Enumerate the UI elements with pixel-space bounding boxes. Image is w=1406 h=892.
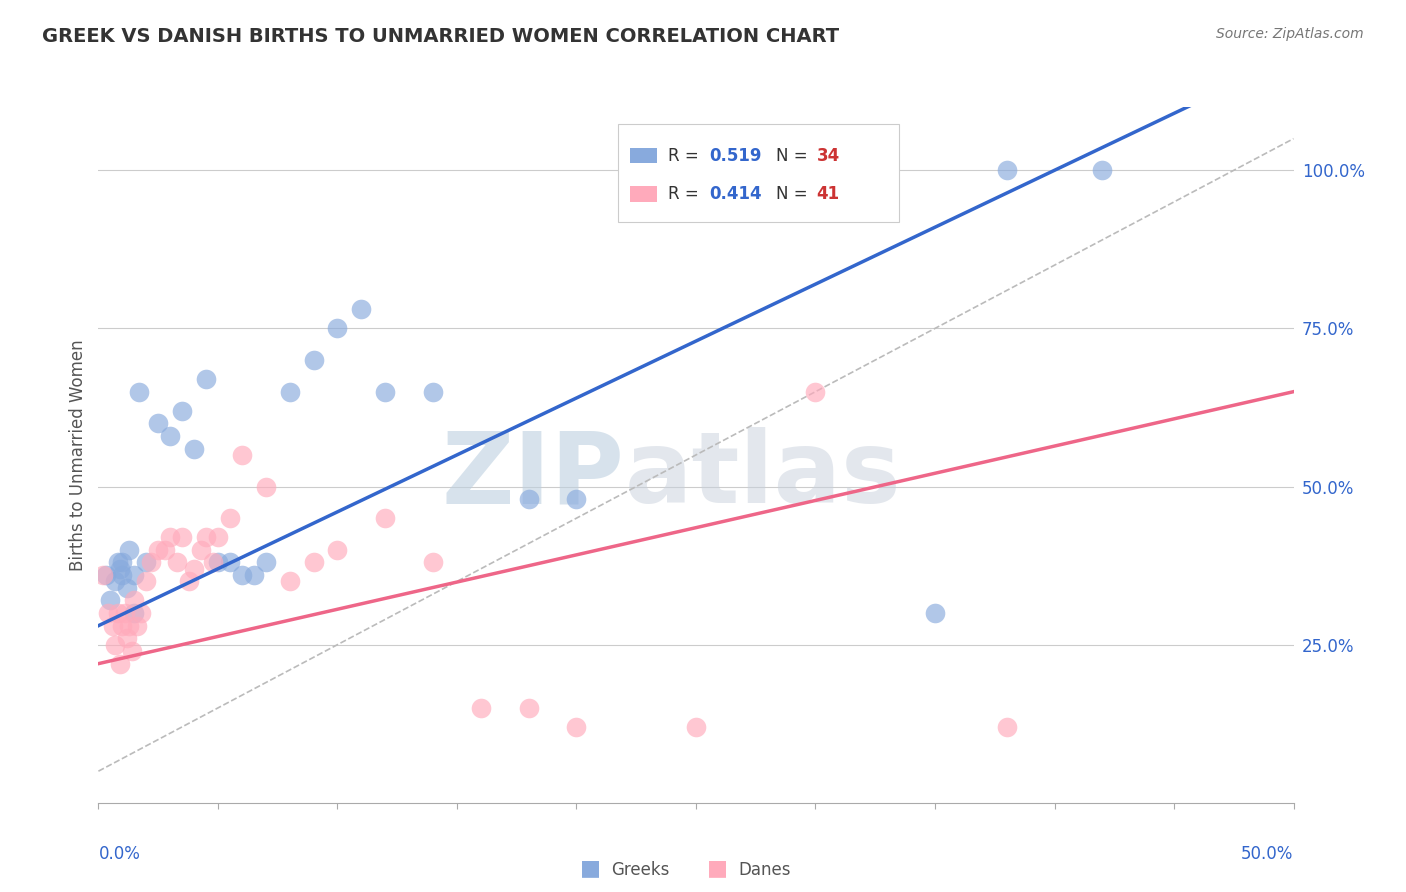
Text: 50.0%: 50.0% [1241,845,1294,863]
Point [374,511,396,525]
Text: 0.0%: 0.0% [98,845,141,863]
Point [128,384,150,399]
Point [98,593,122,607]
Point [422,556,444,570]
Point [108,562,131,576]
Point [995,163,1018,178]
Text: N =: N = [776,185,813,203]
Point [108,657,131,671]
Text: Greeks: Greeks [612,861,671,879]
Point [190,542,212,557]
FancyBboxPatch shape [630,148,657,163]
Point [183,562,205,576]
Point [470,701,492,715]
Point [326,542,349,557]
Point [278,384,301,399]
Text: GREEK VS DANISH BIRTHS TO UNMARRIED WOMEN CORRELATION CHART: GREEK VS DANISH BIRTHS TO UNMARRIED WOME… [42,27,839,45]
Point [118,618,141,632]
Point [131,606,153,620]
Point [326,321,349,335]
Point [115,581,138,595]
Point [302,353,325,368]
Point [107,606,129,620]
Point [115,632,138,646]
Point [155,542,177,557]
Point [685,720,707,734]
Point [924,606,946,620]
Point [207,556,229,570]
Text: ■: ■ [581,859,600,879]
Point [172,403,194,417]
Point [231,568,253,582]
Point [135,574,157,589]
Text: 41: 41 [817,185,839,203]
Point [91,568,114,582]
Point [159,429,181,443]
Point [135,556,157,570]
Text: 34: 34 [817,147,839,165]
Point [231,448,253,462]
Text: R =: R = [668,147,704,165]
Point [125,618,148,632]
Point [350,302,373,317]
Point [243,568,266,582]
Point [517,701,540,715]
Point [183,442,205,456]
Point [118,542,141,557]
Point [219,511,242,525]
Point [104,574,127,589]
Point [254,556,277,570]
Point [179,574,201,589]
Point [195,372,218,386]
Point [124,593,146,607]
FancyBboxPatch shape [630,186,657,202]
Text: ■: ■ [707,859,727,879]
Point [1091,163,1114,178]
Point [995,720,1018,734]
Point [121,644,143,658]
Point [148,542,170,557]
Point [422,384,444,399]
Point [107,556,129,570]
Point [254,479,277,493]
Point [101,618,124,632]
Text: 0.414: 0.414 [709,185,762,203]
Point [565,492,588,507]
Point [219,556,242,570]
Point [302,556,325,570]
Point [159,530,181,544]
Point [114,606,136,620]
Text: 0.519: 0.519 [709,147,762,165]
Point [804,384,827,399]
Point [124,568,146,582]
Point [111,618,134,632]
Point [111,568,134,582]
Point [104,638,127,652]
Point [148,417,170,431]
Point [111,556,134,570]
Point [166,556,188,570]
Point [195,530,218,544]
Point [124,606,146,620]
Point [374,384,396,399]
Point [517,492,540,507]
Text: R =: R = [668,185,704,203]
Point [172,530,194,544]
Text: N =: N = [776,147,813,165]
Point [207,530,229,544]
Text: atlas: atlas [624,427,901,524]
Text: Source: ZipAtlas.com: Source: ZipAtlas.com [1216,27,1364,41]
Point [278,574,301,589]
Point [97,606,120,620]
Point [139,556,162,570]
Text: ZIP: ZIP [441,427,624,524]
Point [94,568,117,582]
Y-axis label: Births to Unmarried Women: Births to Unmarried Women [69,339,87,571]
Point [565,720,588,734]
FancyBboxPatch shape [619,124,900,222]
Point [202,556,225,570]
Text: Danes: Danes [738,861,790,879]
